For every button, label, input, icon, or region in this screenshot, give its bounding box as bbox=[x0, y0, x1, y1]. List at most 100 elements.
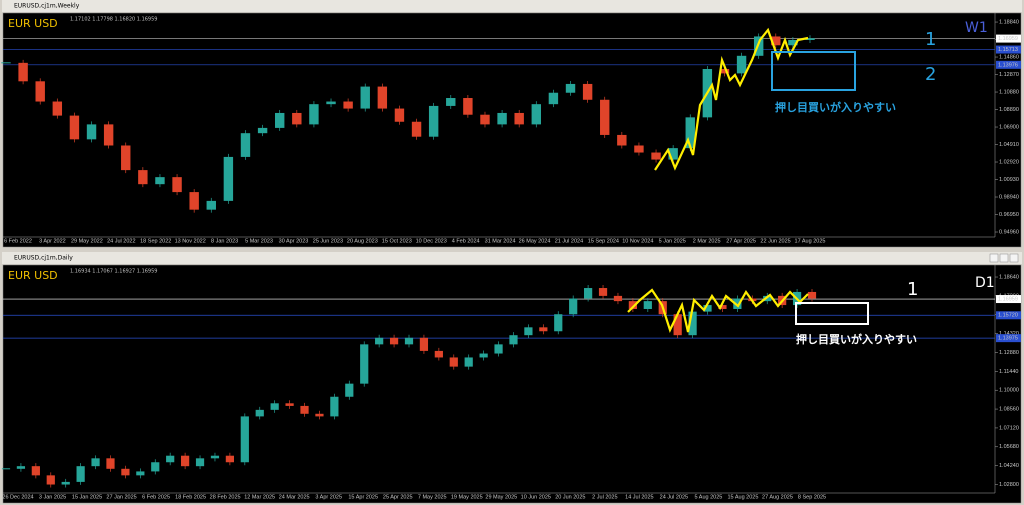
price-tag-label: 1.15720 bbox=[998, 313, 1018, 319]
candle bbox=[309, 104, 319, 125]
timeframe: D1 bbox=[975, 275, 995, 291]
candle bbox=[771, 36, 781, 46]
candle bbox=[404, 337, 414, 345]
date-label: 26 Dec 2024 bbox=[2, 494, 33, 500]
price-tag-label: 1.16959 bbox=[998, 296, 1018, 302]
date-label: 7 May 2025 bbox=[418, 494, 447, 500]
y-tick-label: 1.00930 bbox=[999, 177, 1019, 183]
candle bbox=[106, 458, 115, 469]
candle bbox=[270, 403, 279, 410]
price-tag bbox=[996, 311, 1021, 320]
y-tick-label: 0.94960 bbox=[999, 229, 1019, 235]
date-label: 5 Mar 2023 bbox=[245, 238, 273, 244]
candle bbox=[685, 117, 695, 149]
date-label: 25 Jun 2023 bbox=[313, 238, 343, 244]
window-button[interactable] bbox=[989, 253, 999, 263]
candle bbox=[514, 112, 524, 125]
candle bbox=[524, 327, 533, 336]
y-tick-label: 1.06900 bbox=[999, 124, 1019, 130]
y-tick-label: 1.08560 bbox=[999, 407, 1019, 413]
candle bbox=[76, 466, 85, 482]
timeframe: W1 bbox=[965, 20, 988, 36]
candle bbox=[18, 62, 28, 82]
date-label: 29 May 2025 bbox=[485, 494, 517, 500]
level-number: 2 bbox=[925, 64, 936, 85]
y-tick-label: 1.18640 bbox=[999, 274, 1019, 280]
date-label: 3 Apr 2025 bbox=[315, 494, 342, 500]
candle bbox=[634, 145, 644, 153]
date-label: 30 Apr 2023 bbox=[279, 238, 309, 244]
candle bbox=[151, 462, 160, 472]
candle bbox=[805, 38, 815, 40]
candle bbox=[613, 295, 623, 302]
candle bbox=[719, 68, 730, 74]
candle bbox=[181, 455, 190, 467]
date-label: 24 Jul 2022 bbox=[107, 238, 135, 244]
symbol: EUR USD bbox=[8, 269, 58, 282]
candle bbox=[539, 327, 548, 332]
date-label: 3 Apr 2022 bbox=[39, 238, 66, 244]
candle bbox=[565, 83, 576, 93]
window-button[interactable] bbox=[999, 253, 1009, 263]
date-label: 13 Nov 2022 bbox=[175, 238, 206, 244]
candle bbox=[497, 112, 507, 125]
symbol: EUR USD bbox=[8, 17, 58, 30]
date-label: 24 Mar 2025 bbox=[279, 494, 310, 500]
candle bbox=[16, 466, 26, 469]
candle bbox=[136, 471, 145, 476]
date-label: 17 Aug 2025 bbox=[795, 238, 826, 244]
candle bbox=[548, 92, 559, 105]
candle bbox=[345, 383, 354, 397]
date-label: 25 Apr 2025 bbox=[383, 494, 413, 500]
candle bbox=[673, 314, 682, 336]
date-label: 15 Oct 2023 bbox=[382, 238, 412, 244]
y-tick-label: 1.08890 bbox=[999, 107, 1019, 113]
date-label: 6 Feb 2025 bbox=[142, 494, 170, 500]
candle bbox=[274, 112, 285, 128]
candle bbox=[598, 288, 608, 296]
y-tick-label: 1.18840 bbox=[999, 19, 1019, 25]
y-tick-label: 0.98940 bbox=[999, 194, 1019, 200]
y-tick-label: 1.12880 bbox=[999, 350, 1019, 356]
date-label: 15 Aug 2025 bbox=[728, 494, 759, 500]
date-label: 2 Jul 2025 bbox=[592, 494, 617, 500]
date-label: 26 May 2024 bbox=[519, 238, 551, 244]
candle bbox=[292, 112, 302, 125]
candle bbox=[718, 305, 727, 309]
candle bbox=[31, 466, 40, 476]
date-label: 15 Apr 2025 bbox=[348, 494, 378, 500]
date-label: 5 Aug 2025 bbox=[695, 494, 723, 500]
candle bbox=[225, 455, 234, 463]
candle bbox=[91, 458, 100, 467]
candle bbox=[389, 337, 399, 345]
candle bbox=[35, 81, 45, 102]
y-tick-label: 1.05680 bbox=[999, 444, 1019, 450]
zigzag bbox=[654, 27, 809, 171]
date-label: 10 Dec 2023 bbox=[416, 238, 447, 244]
date-label: 15 Jan 2025 bbox=[72, 494, 102, 500]
candle bbox=[688, 311, 697, 336]
price-tag bbox=[996, 60, 1021, 69]
price-tag bbox=[996, 45, 1021, 54]
y-tick-label: 1.12870 bbox=[999, 72, 1019, 78]
date-label: 8 Jan 2023 bbox=[211, 238, 238, 244]
window-button[interactable] bbox=[1009, 253, 1019, 263]
ohlc-info: 1.16934 1.17067 1.16927 1.16959 bbox=[70, 269, 157, 275]
candle bbox=[155, 177, 165, 185]
candle bbox=[52, 101, 63, 116]
date-label: 27 Jan 2025 bbox=[106, 494, 136, 500]
price-tag bbox=[996, 295, 1021, 304]
candle bbox=[531, 104, 542, 125]
y-tick-label: 1.04910 bbox=[999, 142, 1019, 148]
candle bbox=[172, 177, 182, 193]
candle bbox=[223, 156, 234, 201]
date-label: 4 Feb 2024 bbox=[452, 238, 480, 244]
candle bbox=[326, 101, 336, 105]
chart-area bbox=[2, 12, 1022, 248]
level-number: 1 bbox=[907, 279, 918, 300]
candle bbox=[788, 39, 798, 46]
candle bbox=[86, 124, 97, 140]
candle bbox=[479, 353, 488, 358]
candle bbox=[189, 192, 199, 210]
